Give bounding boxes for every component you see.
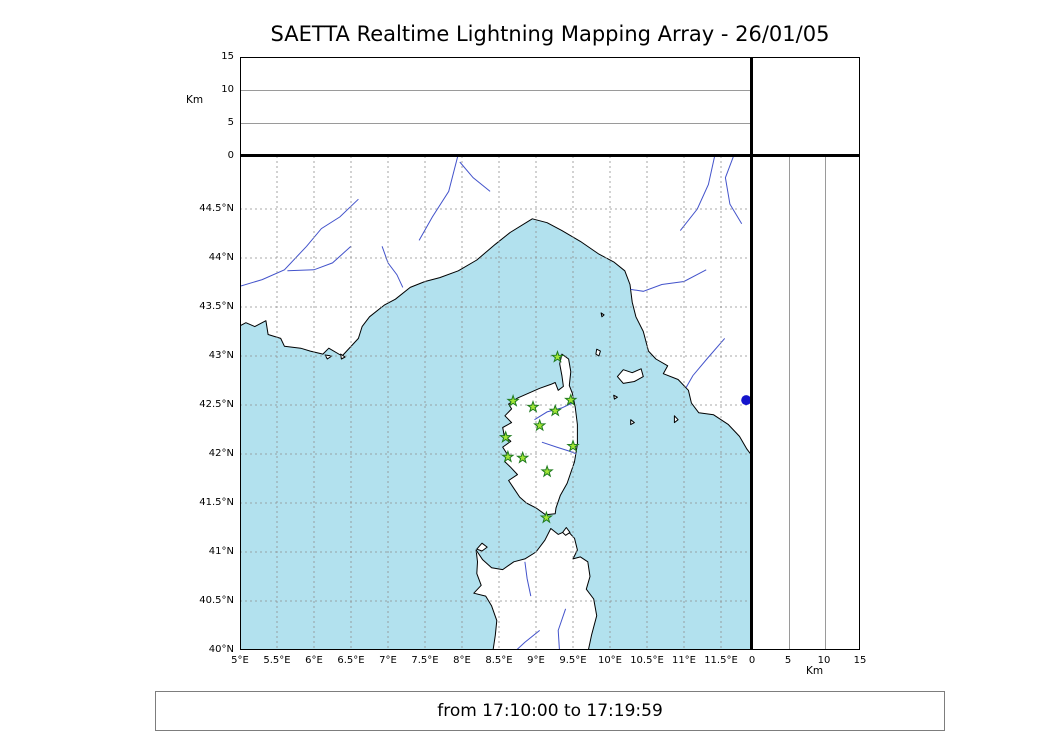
lat-tick-label: 42.5°N bbox=[199, 399, 234, 410]
lon-tick-label: 10°E bbox=[597, 655, 623, 666]
lon-tick-label: 11°E bbox=[671, 655, 697, 666]
altitude-gridline bbox=[241, 123, 751, 124]
coastline-landmass bbox=[473, 528, 598, 650]
station-marker bbox=[506, 394, 520, 407]
lon-tick-label: 11.5°E bbox=[704, 655, 738, 666]
lon-tick-label: 9.5°E bbox=[559, 655, 587, 666]
lat-tick-label: 40.5°N bbox=[199, 595, 234, 606]
river bbox=[287, 245, 352, 272]
lat-tick-label: 44.5°N bbox=[199, 203, 234, 215]
altitude-km-tick-label: 0 bbox=[748, 655, 756, 666]
page-title: SAETTA Realtime Lightning Mapping Array … bbox=[270, 22, 830, 46]
lightning-source-marker bbox=[741, 395, 752, 406]
station-marker bbox=[539, 510, 554, 524]
river bbox=[679, 156, 716, 231]
station-marker bbox=[548, 403, 562, 417]
lon-tick-label: 8.5°E bbox=[485, 655, 513, 666]
lon-tick-label: 8°E bbox=[453, 655, 471, 666]
status-bar: from 17:10:00 to 17:19:59 bbox=[155, 691, 945, 731]
station-marker bbox=[498, 430, 513, 444]
lon-tick-label: 7°E bbox=[379, 655, 397, 666]
altitude-km-tick-label: 5 bbox=[784, 655, 792, 666]
river bbox=[724, 156, 743, 224]
station-marker bbox=[564, 393, 578, 406]
coastline-landmass bbox=[240, 156, 752, 457]
altitude-gridline bbox=[824, 157, 826, 649]
station-marker bbox=[566, 439, 580, 452]
separator-horizontal bbox=[240, 154, 860, 157]
altitude-km-tick-label: 15 bbox=[221, 51, 234, 62]
river bbox=[240, 198, 359, 287]
lon-tick-label: 6°E bbox=[305, 655, 323, 666]
station-marker bbox=[526, 399, 540, 413]
coastline-landmass bbox=[673, 415, 679, 424]
altitude-km-tick-label: 5 bbox=[227, 117, 234, 128]
lat-tick-label: 42°N bbox=[208, 448, 234, 459]
separator-vertical bbox=[750, 57, 753, 650]
lat-tick-label: 41°N bbox=[208, 546, 234, 557]
coastline-landmass bbox=[613, 394, 618, 400]
station-marker bbox=[533, 418, 547, 432]
altitude-gridline bbox=[241, 90, 751, 91]
altitude-km-tick-label: 10 bbox=[221, 84, 234, 95]
altitude-axis-label-top: Km bbox=[186, 94, 204, 106]
lat-tick-label: 40°N bbox=[208, 644, 234, 655]
river bbox=[515, 630, 541, 650]
river bbox=[418, 156, 459, 241]
lat-tick-label: 43°N bbox=[208, 350, 234, 361]
lat-tick-label: 43.5°N bbox=[199, 301, 234, 312]
station-marker bbox=[540, 464, 554, 478]
lat-tick-label: 41.5°N bbox=[199, 497, 234, 508]
coastline-landmass bbox=[476, 542, 488, 552]
coastline-landmass bbox=[600, 312, 605, 318]
altitude-histogram-box bbox=[752, 57, 860, 156]
coastline-landmass bbox=[595, 348, 601, 357]
altitude-km-tick-label: 15 bbox=[853, 655, 867, 666]
lon-tick-label: 9°E bbox=[527, 655, 545, 666]
coastline-landmass bbox=[340, 353, 346, 360]
lat-tick-label: 44°N bbox=[208, 252, 234, 263]
station-marker bbox=[550, 349, 565, 363]
lon-tick-label: 5.5°E bbox=[263, 655, 291, 666]
coastline-landmass bbox=[502, 353, 578, 516]
river bbox=[685, 338, 726, 388]
lon-tick-label: 7.5°E bbox=[411, 655, 439, 666]
altitude-longitude-panel bbox=[240, 57, 752, 156]
river bbox=[557, 608, 567, 650]
station-marker bbox=[501, 449, 515, 463]
lon-tick-label: 10.5°E bbox=[630, 655, 664, 666]
altitude-axis-label-bottom: Km bbox=[806, 665, 824, 677]
coastline-landmass bbox=[562, 527, 571, 536]
lon-tick-label: 5°E bbox=[231, 655, 249, 666]
map-panel bbox=[240, 156, 752, 650]
river bbox=[524, 561, 532, 597]
river bbox=[630, 269, 707, 292]
altitude-gridline bbox=[788, 157, 790, 649]
river bbox=[381, 246, 404, 288]
coastline-landmass bbox=[616, 368, 644, 384]
coastline-landmass bbox=[630, 419, 635, 426]
altitude-km-tick-label: 0 bbox=[227, 150, 234, 161]
time-range-text: from 17:10:00 to 17:19:59 bbox=[437, 701, 663, 721]
lon-tick-label: 6.5°E bbox=[337, 655, 365, 666]
altitude-latitude-panel bbox=[752, 156, 860, 650]
river bbox=[459, 161, 491, 192]
station-marker bbox=[515, 450, 530, 464]
